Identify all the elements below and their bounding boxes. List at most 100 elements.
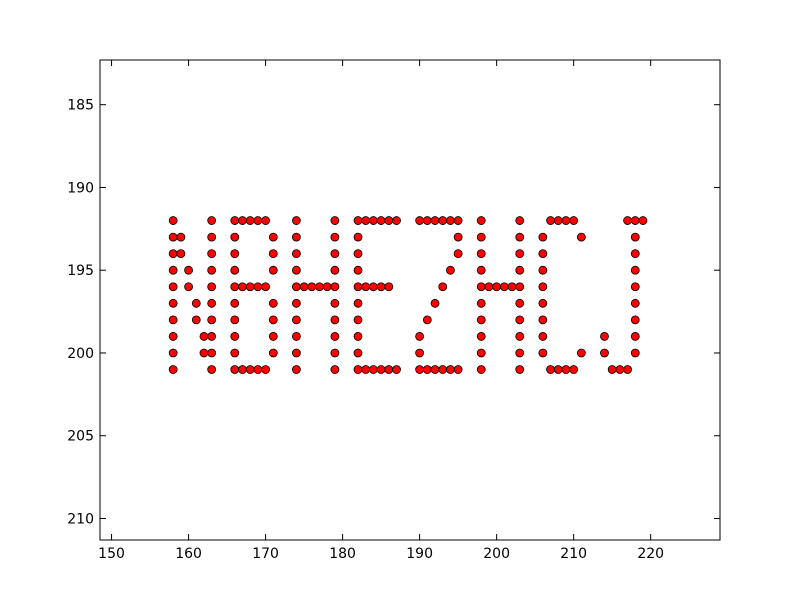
scatter-point: [245, 365, 255, 374]
scatter-point: [330, 232, 340, 242]
scatter-point: [207, 365, 217, 374]
scatter-point: [291, 348, 301, 358]
scatter-point: [230, 265, 240, 275]
scatter-point: [538, 315, 548, 325]
scatter-point: [515, 265, 525, 275]
scatter-point: [176, 249, 186, 259]
scatter-point: [369, 216, 378, 225]
scatter-point: [392, 365, 401, 374]
plot-area-frame: [99, 59, 721, 541]
scatter-point: [291, 365, 301, 374]
y-tick-label: 185: [67, 98, 94, 114]
scatter-point: [569, 216, 579, 225]
scatter-point: [476, 365, 486, 374]
scatter-point: [369, 282, 378, 292]
scatter-point: [630, 282, 640, 292]
scatter-point: [569, 365, 579, 374]
scatter-point: [291, 232, 301, 242]
scatter-point: [245, 216, 255, 225]
scatter-point: [623, 365, 632, 374]
scatter-point: [422, 365, 432, 374]
y-tick-label: 205: [67, 429, 94, 445]
scatter-point: [291, 265, 301, 275]
scatter-point: [638, 216, 648, 225]
scatter-point: [168, 232, 178, 242]
scatter-point: [546, 365, 555, 374]
scatter-point: [238, 282, 247, 292]
y-tick-label: 190: [67, 180, 94, 196]
scatter-point: [376, 282, 386, 292]
scatter-point: [230, 298, 240, 308]
scatter-point: [230, 232, 240, 242]
scatter-point: [330, 249, 340, 259]
scatter-point: [453, 216, 463, 225]
scatter-point: [168, 298, 178, 308]
scatter-point: [561, 216, 571, 225]
scatter-point: [492, 282, 502, 292]
scatter-point: [230, 365, 240, 374]
scatter-point: [453, 365, 463, 374]
scatter-point: [361, 216, 371, 225]
scatter-point: [291, 298, 301, 308]
scatter-point: [476, 249, 486, 259]
scatter-point: [207, 265, 217, 275]
scatter-point: [453, 232, 463, 242]
scatter-point: [168, 216, 178, 225]
scatter-point: [538, 332, 548, 341]
scatter-point: [353, 348, 363, 358]
scatter-point: [415, 216, 425, 225]
scatter-point: [268, 348, 278, 358]
scatter-point: [538, 265, 548, 275]
x-tick-label: 150: [98, 546, 125, 562]
scatter-point: [184, 265, 193, 275]
scatter-point: [207, 298, 217, 308]
x-tick-label: 160: [175, 546, 202, 562]
scatter-point: [515, 298, 525, 308]
scatter-point: [191, 298, 201, 308]
scatter-point: [576, 348, 586, 358]
x-tick-label: 220: [637, 546, 664, 562]
scatter-point: [369, 365, 378, 374]
scatter-point: [538, 282, 548, 292]
scatter-point: [376, 365, 386, 374]
scatter-point: [307, 282, 317, 292]
scatter-point: [476, 282, 486, 292]
scatter-point: [253, 282, 263, 292]
scatter-point: [361, 365, 371, 374]
scatter-point: [230, 249, 240, 259]
scatter-point: [515, 249, 525, 259]
scatter-point: [168, 265, 178, 275]
scatter-point: [515, 282, 525, 292]
scatter-point: [253, 365, 263, 374]
scatter-point: [422, 216, 432, 225]
x-tick-label: 170: [252, 546, 279, 562]
scatter-point: [384, 365, 394, 374]
scatter-point: [268, 232, 278, 242]
scatter-point: [384, 216, 394, 225]
scatter-point: [630, 332, 640, 341]
y-tick-label: 195: [67, 263, 94, 279]
scatter-point: [630, 216, 640, 225]
scatter-point: [330, 216, 340, 225]
scatter-point: [630, 348, 640, 358]
scatter-point: [600, 348, 609, 358]
scatter-point: [268, 315, 278, 325]
scatter-point: [322, 282, 332, 292]
scatter-point: [515, 365, 525, 374]
scatter-point: [330, 348, 340, 358]
scatter-point: [630, 232, 640, 242]
scatter-point: [330, 282, 340, 292]
scatter-point: [430, 365, 440, 374]
scatter-point: [268, 298, 278, 308]
x-tick-label: 210: [560, 546, 587, 562]
scatter-point: [330, 365, 340, 374]
scatter-point: [238, 216, 247, 225]
scatter-point: [384, 282, 394, 292]
scatter-point: [538, 232, 548, 242]
scatter-point: [168, 348, 178, 358]
scatter-point: [515, 332, 525, 341]
scatter-point: [230, 216, 240, 225]
scatter-point: [507, 282, 517, 292]
scatter-point: [291, 332, 301, 341]
